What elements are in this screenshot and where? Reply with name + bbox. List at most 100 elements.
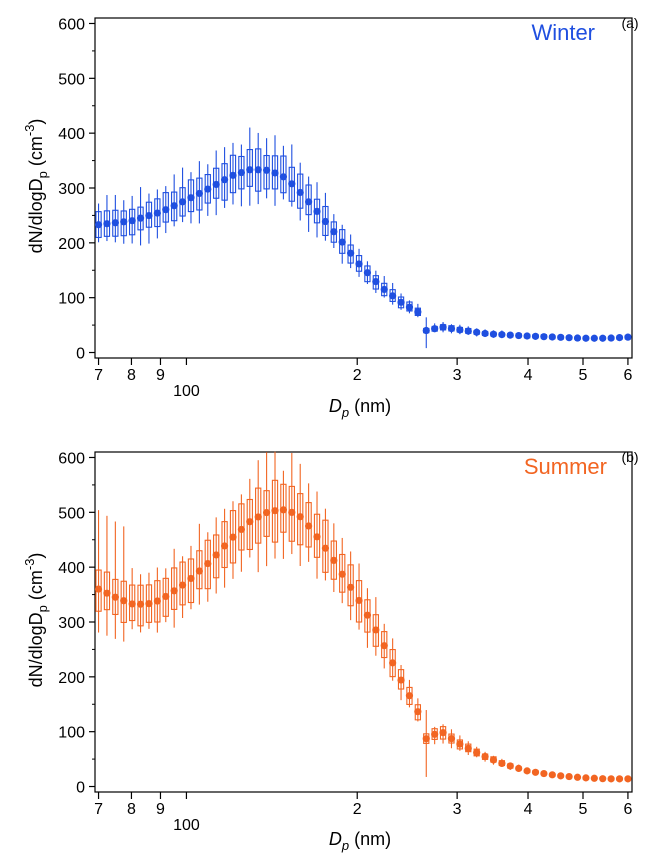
x-tick-label: 4 bbox=[524, 367, 533, 384]
plot-frame bbox=[94, 17, 633, 359]
median-point bbox=[254, 513, 262, 521]
y-tick-label: 0 bbox=[76, 346, 85, 363]
median-point bbox=[456, 740, 464, 748]
box-mark bbox=[338, 537, 346, 604]
median-point bbox=[120, 597, 128, 605]
median-point bbox=[372, 626, 380, 634]
median-point bbox=[439, 323, 447, 331]
box-mark bbox=[296, 463, 304, 566]
x-tick-label: 100 bbox=[173, 383, 200, 400]
iqr-box bbox=[238, 503, 245, 551]
box-series bbox=[94, 451, 632, 783]
median-point bbox=[498, 759, 506, 768]
median-point bbox=[548, 771, 556, 779]
median-point bbox=[372, 277, 380, 286]
box-mark bbox=[498, 330, 506, 339]
box-mark bbox=[321, 508, 330, 581]
median-point bbox=[557, 772, 565, 780]
x-axis-title: Dp (nm) bbox=[329, 396, 391, 420]
box-mark bbox=[338, 224, 346, 264]
box-mark bbox=[136, 574, 145, 633]
box-mark bbox=[481, 751, 489, 762]
box-mark bbox=[447, 729, 456, 749]
median-point bbox=[288, 508, 296, 517]
box-mark bbox=[582, 774, 590, 782]
box-mark bbox=[523, 767, 531, 775]
median-point bbox=[229, 171, 237, 179]
box-mark bbox=[557, 333, 565, 341]
box-mark bbox=[380, 623, 388, 669]
box-mark bbox=[254, 132, 262, 205]
box-mark bbox=[447, 324, 456, 334]
median-point bbox=[607, 775, 615, 783]
median-point bbox=[422, 326, 430, 335]
box-mark bbox=[229, 501, 237, 579]
box-mark bbox=[506, 762, 514, 770]
median-point bbox=[355, 596, 363, 605]
box-mark bbox=[431, 726, 439, 745]
x-tick-label: 6 bbox=[623, 367, 632, 384]
box-mark bbox=[624, 333, 632, 341]
median-point bbox=[279, 173, 288, 181]
plot-frame bbox=[94, 451, 633, 793]
median-point bbox=[170, 587, 178, 595]
box-mark bbox=[540, 769, 548, 778]
box-mark bbox=[162, 568, 170, 623]
box-mark bbox=[489, 755, 498, 765]
median-point bbox=[498, 331, 506, 339]
x-tick-label: 9 bbox=[156, 801, 165, 818]
median-point bbox=[599, 334, 607, 342]
box-mark bbox=[540, 333, 548, 341]
median-point bbox=[431, 325, 439, 333]
box-mark bbox=[397, 664, 405, 701]
median-point bbox=[363, 269, 372, 277]
median-point bbox=[263, 166, 271, 174]
box-mark bbox=[405, 679, 414, 708]
box-mark bbox=[153, 189, 161, 239]
median-point bbox=[187, 194, 195, 202]
median-point bbox=[489, 756, 498, 764]
box-mark bbox=[271, 135, 279, 206]
box-mark bbox=[195, 161, 203, 224]
box-series bbox=[94, 127, 632, 349]
box-mark bbox=[229, 142, 237, 205]
median-point bbox=[447, 735, 456, 743]
median-point bbox=[162, 592, 170, 601]
box-mark bbox=[178, 167, 187, 223]
x-tick-label: 8 bbox=[127, 367, 136, 384]
box-mark bbox=[405, 300, 414, 314]
box-mark bbox=[422, 317, 430, 349]
median-point bbox=[363, 611, 372, 619]
median-point bbox=[204, 559, 212, 568]
median-point bbox=[624, 333, 632, 341]
median-point bbox=[540, 333, 548, 341]
y-tick-label: 200 bbox=[58, 670, 85, 687]
median-point bbox=[590, 774, 598, 782]
median-point bbox=[506, 331, 514, 339]
median-point bbox=[573, 334, 582, 342]
box-mark bbox=[473, 328, 481, 337]
median-point bbox=[615, 775, 624, 783]
box-mark bbox=[288, 453, 296, 555]
box-mark bbox=[515, 331, 523, 340]
box-mark bbox=[296, 162, 304, 221]
x-tick-label: 7 bbox=[94, 367, 103, 384]
median-point bbox=[531, 768, 540, 776]
median-point bbox=[178, 198, 187, 206]
x-tick-label: 9 bbox=[156, 367, 165, 384]
median-point bbox=[397, 298, 405, 306]
box-mark bbox=[263, 138, 271, 199]
y-tick-label: 100 bbox=[58, 291, 85, 308]
median-point bbox=[145, 212, 153, 220]
box-mark bbox=[397, 293, 405, 310]
median-point bbox=[347, 249, 355, 257]
box-mark bbox=[120, 526, 128, 642]
median-point bbox=[187, 574, 195, 583]
median-point bbox=[464, 744, 472, 752]
box-mark bbox=[128, 195, 136, 244]
median-point bbox=[380, 642, 388, 650]
median-point bbox=[481, 329, 489, 338]
median-point bbox=[120, 218, 128, 226]
y-tick-label: 200 bbox=[58, 236, 85, 253]
season-label: Summer bbox=[524, 454, 607, 479]
